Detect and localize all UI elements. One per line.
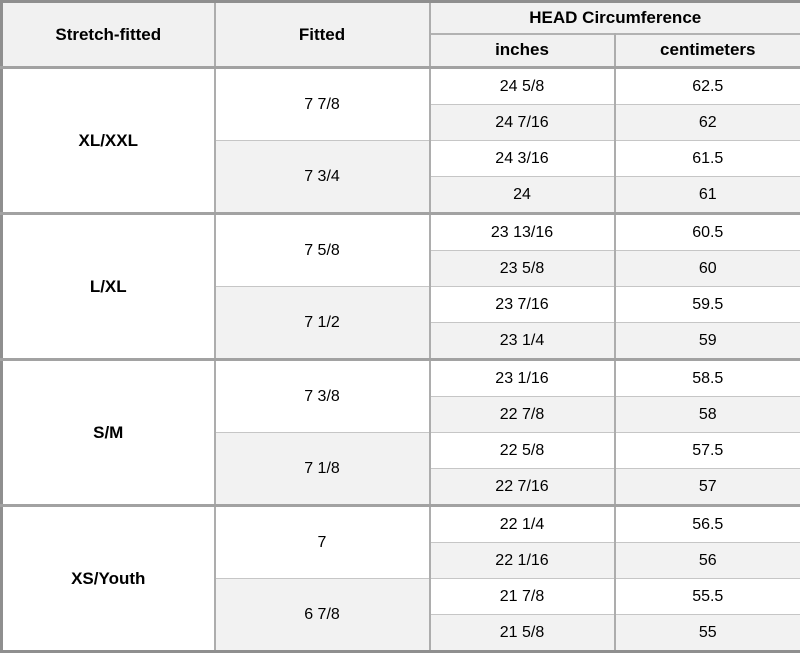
inches-value-cell: 23 13/16: [430, 214, 615, 251]
stretch-fitted-header: Stretch-fitted: [2, 2, 215, 68]
cm-value-cell: 55: [615, 615, 800, 652]
cm-value-cell: 60: [615, 251, 800, 287]
inches-value-cell: 23 7/16: [430, 287, 615, 323]
fitted-header: Fitted: [215, 2, 430, 68]
cm-value-cell: 60.5: [615, 214, 800, 251]
inches-value-cell: 24: [430, 177, 615, 214]
inches-header: inches: [430, 34, 615, 68]
fitted-size-cell: 7: [215, 506, 430, 579]
cm-value-cell: 57.5: [615, 433, 800, 469]
inches-value-cell: 21 5/8: [430, 615, 615, 652]
head-circumference-header: HEAD Circumference: [430, 2, 800, 34]
cm-value-cell: 61.5: [615, 141, 800, 177]
inches-value-cell: 24 5/8: [430, 68, 615, 105]
inches-value-cell: 22 5/8: [430, 433, 615, 469]
table-row: S/M 7 3/8 23 1/16 58.5: [2, 360, 800, 397]
fitted-size-cell: 7 3/8: [215, 360, 430, 433]
cm-value-cell: 61: [615, 177, 800, 214]
inches-value-cell: 22 7/8: [430, 397, 615, 433]
inches-value-cell: 23 1/4: [430, 323, 615, 360]
inches-value-cell: 22 1/4: [430, 506, 615, 543]
fitted-size-cell: 7 1/8: [215, 433, 430, 506]
cm-value-cell: 62.5: [615, 68, 800, 105]
cm-value-cell: 59.5: [615, 287, 800, 323]
inches-value-cell: 24 3/16: [430, 141, 615, 177]
cm-value-cell: 58.5: [615, 360, 800, 397]
inches-value-cell: 23 5/8: [430, 251, 615, 287]
cm-value-cell: 57: [615, 469, 800, 506]
cm-value-cell: 56.5: [615, 506, 800, 543]
fitted-size-cell: 7 3/4: [215, 141, 430, 214]
centimeters-header: centimeters: [615, 34, 800, 68]
cm-value-cell: 58: [615, 397, 800, 433]
fitted-size-cell: 7 5/8: [215, 214, 430, 287]
table-row: XS/Youth 7 22 1/4 56.5: [2, 506, 800, 543]
stretch-size-cell: XL/XXL: [2, 68, 215, 214]
inches-value-cell: 22 1/16: [430, 543, 615, 579]
stretch-size-cell: L/XL: [2, 214, 215, 360]
cm-value-cell: 59: [615, 323, 800, 360]
inches-value-cell: 23 1/16: [430, 360, 615, 397]
fitted-size-cell: 6 7/8: [215, 579, 430, 652]
cm-value-cell: 56: [615, 543, 800, 579]
table-row: XL/XXL 7 7/8 24 5/8 62.5: [2, 68, 800, 105]
cm-value-cell: 55.5: [615, 579, 800, 615]
cm-value-cell: 62: [615, 105, 800, 141]
stretch-size-cell: S/M: [2, 360, 215, 506]
fitted-size-cell: 7 7/8: [215, 68, 430, 141]
fitted-size-cell: 7 1/2: [215, 287, 430, 360]
inches-value-cell: 24 7/16: [430, 105, 615, 141]
inches-value-cell: 22 7/16: [430, 469, 615, 506]
size-chart-page: Stretch-fitted Fitted HEAD Circumference…: [0, 0, 800, 639]
table-row: L/XL 7 5/8 23 13/16 60.5: [2, 214, 800, 251]
inches-value-cell: 21 7/8: [430, 579, 615, 615]
stretch-size-cell: XS/Youth: [2, 506, 215, 652]
